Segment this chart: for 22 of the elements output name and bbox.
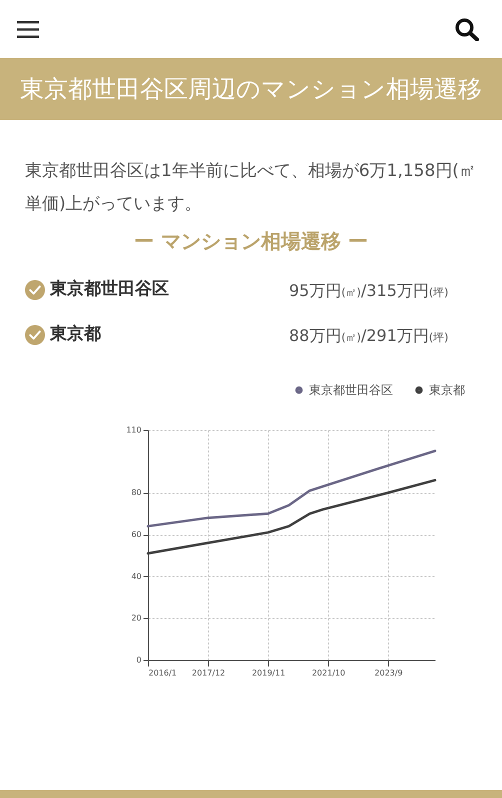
line-series — [146, 478, 436, 555]
y-tick-label: 0 — [136, 656, 142, 664]
y-tick-label: 40 — [131, 572, 142, 581]
legend-label: 東京都 — [429, 383, 465, 398]
x-tick-label: 2017/12 — [192, 668, 226, 678]
chart-subtitle: ー マンション相場遷移 ー — [133, 228, 369, 255]
text: 東京都世田谷区 — [50, 278, 169, 300]
legend-label: 東京都世田谷区 — [309, 383, 393, 398]
y-tick-label: 60 — [131, 530, 142, 540]
y-tick-label: 20 — [131, 614, 142, 623]
chart-title: 東京都世田谷区周辺のマンション相場遷移 — [0, 58, 502, 120]
text: 95万円(㎡)/315万円(坪) — [289, 281, 448, 300]
x-tick-label: 2021/10 — [312, 668, 346, 678]
x-tick-label: 2023/9 — [374, 668, 403, 678]
y-tick-label: 80 — [131, 488, 142, 498]
text: 東京都世田谷区は1年半前に比べて、相場が6万1,158円(㎡単価)上がっています。 — [25, 160, 477, 216]
text: 88万円(㎡)/291万円(坪) — [289, 326, 448, 345]
text: 東京都 — [50, 323, 101, 345]
x-tick-label: 2016/1 — [148, 668, 177, 678]
y-tick-label: 110 — [126, 426, 142, 434]
x-tick-label: 2019/11 — [252, 668, 286, 678]
line-series — [146, 450, 436, 528]
